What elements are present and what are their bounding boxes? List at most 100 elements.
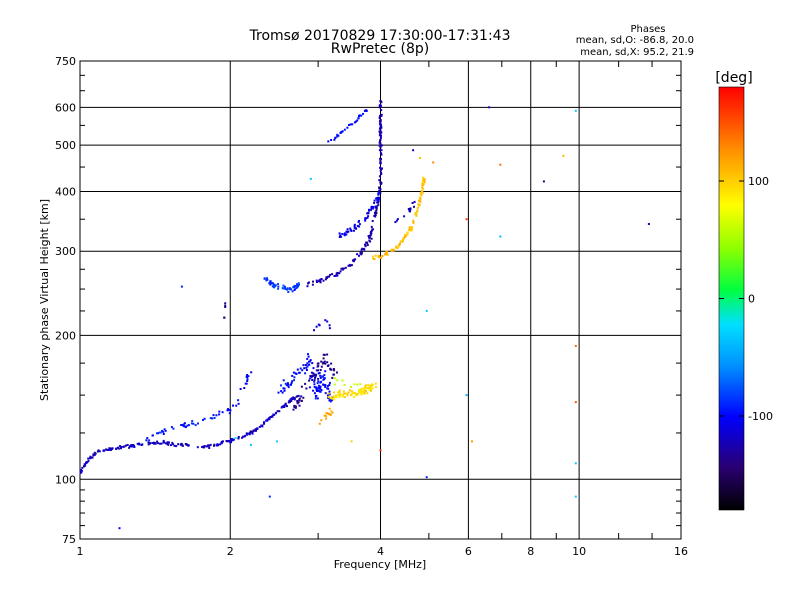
echo-point: [354, 258, 357, 261]
echo-point: [325, 412, 328, 415]
echo-point: [369, 385, 372, 387]
echo-point: [362, 112, 364, 115]
echo-point: [283, 406, 285, 408]
echo-point: [319, 374, 322, 377]
echo-point: [327, 392, 330, 395]
echo-point: [330, 139, 333, 141]
echo-point: [86, 461, 89, 464]
echo-point: [172, 443, 175, 446]
echo-point: [349, 229, 352, 232]
echo-point: [380, 114, 383, 117]
echo-point: [369, 387, 372, 390]
echo-point: [350, 385, 352, 388]
echo-point: [252, 429, 255, 432]
echo-point: [329, 273, 332, 276]
echo-point: [363, 388, 366, 391]
echo-point: [339, 392, 342, 395]
echo-point: [272, 413, 275, 416]
echo-point: [499, 163, 502, 166]
echo-point: [343, 383, 346, 386]
echo-point: [173, 444, 176, 447]
colorbar: [deg] -100 0 100: [715, 70, 773, 511]
echo-point: [305, 369, 308, 371]
echo-point: [284, 287, 287, 290]
echo-point: [328, 413, 331, 416]
echo-point: [287, 401, 290, 404]
echo-point: [422, 181, 425, 184]
echo-point: [310, 371, 313, 374]
echo-point: [378, 187, 381, 190]
echo-point: [341, 268, 344, 271]
echo-point: [414, 211, 417, 214]
echo-point: [290, 383, 292, 386]
echo-point: [255, 429, 257, 432]
echo-point: [111, 447, 113, 450]
echo-point: [235, 404, 238, 407]
echo-point: [315, 279, 318, 282]
echo-point: [351, 390, 353, 393]
echo-point: [379, 143, 382, 146]
echo-point: [208, 447, 211, 449]
echo-point: [330, 399, 333, 402]
echo-point: [422, 176, 425, 179]
echo-point: [285, 384, 288, 386]
echo-point: [166, 441, 169, 444]
echo-point: [318, 390, 321, 393]
echo-point: [377, 204, 380, 207]
echo-point: [406, 233, 409, 236]
echo-point: [108, 447, 111, 450]
echo-point: [289, 288, 292, 291]
echo-point: [161, 429, 164, 432]
echo-point: [417, 204, 420, 207]
echo-point: [163, 428, 166, 431]
echo-point: [146, 437, 149, 440]
echo-point: [397, 245, 400, 248]
echo-point: [350, 440, 353, 443]
echo-point: [85, 461, 87, 464]
echo-point: [256, 427, 258, 430]
echo-point: [374, 254, 377, 257]
echo-point: [379, 119, 382, 122]
echo-point: [365, 110, 368, 112]
echo-point: [249, 443, 252, 446]
echo-point: [194, 424, 197, 427]
echo-point: [379, 121, 382, 124]
plot-area: 1 2 4 6 8 10 16 75 100 200 300 400 500 600 750: [55, 55, 688, 558]
echo-point: [192, 422, 195, 425]
echo-point: [316, 390, 318, 392]
echo-point: [311, 283, 314, 286]
echo-point: [251, 432, 254, 435]
echo-point: [376, 199, 379, 201]
echo-point: [380, 153, 383, 156]
echo-point: [311, 375, 314, 377]
echo-point: [292, 408, 295, 411]
echo-point: [403, 235, 406, 238]
echo-point: [336, 274, 339, 277]
colorbar-tick-label: 0: [748, 293, 755, 306]
echo-point: [287, 383, 290, 386]
echo-point: [282, 379, 285, 382]
echo-point: [126, 444, 129, 446]
echo-point: [488, 106, 491, 109]
echo-point: [312, 367, 315, 370]
echo-point: [290, 400, 293, 402]
echo-point: [171, 441, 174, 444]
y-tick-label: 200: [55, 329, 76, 342]
echo-point: [380, 173, 383, 176]
echo-point: [223, 316, 226, 319]
echo-point: [358, 388, 361, 391]
echo-point: [308, 386, 311, 389]
echo-point: [339, 234, 342, 237]
echo-point: [421, 191, 424, 194]
echo-point: [396, 247, 399, 250]
echo-point: [84, 463, 87, 466]
echo-point: [271, 282, 274, 285]
echo-point: [356, 225, 359, 227]
echo-point: [338, 389, 341, 392]
echo-point: [371, 384, 374, 386]
echo-point: [319, 376, 322, 379]
echo-point: [345, 392, 348, 395]
echo-point: [337, 134, 340, 137]
echo-point: [298, 404, 301, 407]
echo-point: [151, 434, 154, 437]
